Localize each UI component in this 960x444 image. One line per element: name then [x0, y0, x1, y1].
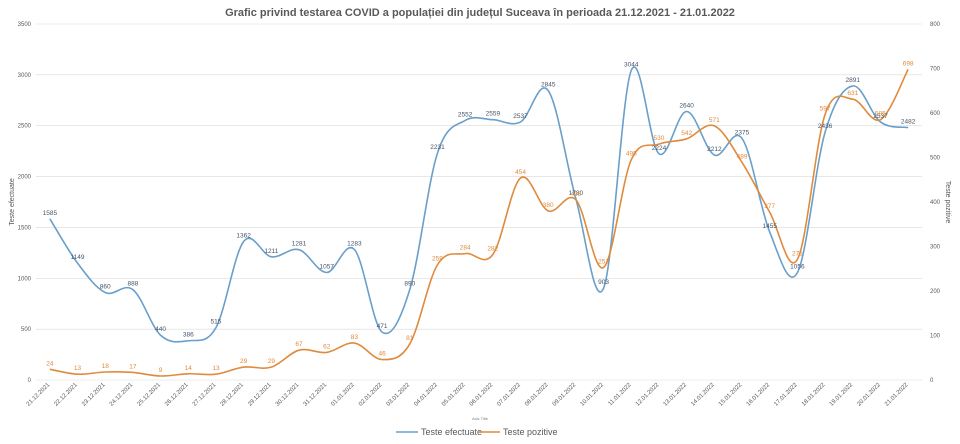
- x-axis-title: Axis Title: [472, 416, 489, 421]
- data-label-teste-pozitive: 81: [406, 335, 414, 342]
- data-label-teste-efectuate: 860: [100, 284, 111, 291]
- y-tick-label: 3000: [18, 73, 32, 79]
- data-label-teste-efectuate: 2552: [458, 111, 473, 118]
- y2-tick-label: 600: [930, 111, 941, 117]
- data-label-teste-pozitive: 259: [432, 256, 443, 263]
- data-label-teste-efectuate: 515: [211, 319, 222, 326]
- data-label-teste-efectuate: 890: [404, 280, 415, 287]
- data-label-teste-efectuate: 1281: [292, 241, 307, 248]
- data-label-teste-efectuate: 2845: [541, 82, 556, 89]
- data-label-teste-pozitive: 46: [378, 351, 386, 358]
- data-label-teste-efectuate: 386: [183, 332, 194, 339]
- y-tick-label: 1000: [18, 276, 32, 282]
- data-label-teste-efectuate: 1211: [264, 248, 278, 255]
- data-label-teste-efectuate: 2537: [513, 113, 528, 120]
- y-axis-title: Teste efectuate: [9, 178, 16, 226]
- data-label-teste-pozitive: 377: [764, 203, 775, 210]
- data-label-teste-efectuate: 1780: [569, 190, 584, 197]
- data-label-teste-pozitive: 495: [626, 151, 637, 158]
- y2-tick-label: 0: [930, 378, 934, 384]
- y2-tick-label: 300: [930, 245, 941, 251]
- y-tick-label: 500: [21, 327, 32, 333]
- y-tick-label: 2500: [18, 124, 32, 130]
- y-tick-label: 0: [28, 378, 32, 384]
- data-label-teste-pozitive: 29: [268, 358, 276, 365]
- data-label-teste-pozitive: 454: [515, 169, 526, 176]
- y2-tick-label: 200: [930, 289, 941, 295]
- y2-tick-label: 500: [930, 156, 941, 162]
- data-label-teste-pozitive: 698: [903, 60, 914, 67]
- data-label-teste-pozitive: 631: [847, 90, 858, 97]
- data-label-teste-pozitive: 9: [159, 367, 163, 374]
- data-label-teste-efectuate: 903: [598, 279, 609, 286]
- series-line-teste-pozitive: [49, 69, 909, 377]
- y-tick-label: 3500: [18, 22, 32, 28]
- series-lines: [49, 66, 909, 377]
- data-label-teste-pozitive: 83: [351, 334, 359, 341]
- data-label-teste-pozitive: 530: [654, 135, 665, 142]
- data-label-teste-pozitive: 62: [323, 343, 331, 350]
- data-label-teste-pozitive: 282: [487, 246, 498, 253]
- y2-tick-label: 700: [930, 67, 941, 73]
- y2-tick-label: 400: [930, 200, 941, 206]
- y-axis-ticks: 0 500 1000 1500 2000 2500 3000 3500: [18, 22, 32, 384]
- data-label-teste-efectuate: 2212: [707, 146, 722, 153]
- data-label-teste-efectuate: 1283: [347, 241, 362, 248]
- data-label-teste-pozitive: 67: [295, 341, 303, 348]
- y-tick-label: 1500: [18, 225, 32, 231]
- data-label-teste-efectuate: 1362: [236, 232, 251, 239]
- data-label-teste-efectuate: 2375: [735, 129, 750, 136]
- data-label-teste-efectuate: 2436: [818, 123, 833, 130]
- data-label-teste-pozitive: 585: [875, 111, 886, 118]
- data-label-teste-pozitive: 597: [820, 105, 831, 112]
- data-label-teste-pozitive: 271: [792, 250, 803, 257]
- data-label-teste-efectuate: 3044: [624, 61, 639, 68]
- data-label-teste-pozitive: 284: [460, 245, 471, 252]
- data-label-teste-pozitive: 18: [102, 363, 110, 370]
- y-tick-label: 2000: [18, 175, 32, 181]
- data-label-teste-efectuate: 1455: [762, 223, 777, 230]
- data-label-teste-pozitive: 253: [598, 258, 609, 265]
- data-label-teste-pozitive: 489: [737, 153, 748, 160]
- y2-axis-title: Teste pozitive: [944, 181, 951, 224]
- data-label-teste-efectuate: 2537: [873, 113, 888, 120]
- data-label-teste-efectuate: 2482: [901, 119, 916, 126]
- series-line-teste-efectuate: [49, 66, 909, 343]
- data-label-teste-efectuate: 1585: [43, 210, 58, 217]
- data-label-teste-pozitive: 405: [570, 191, 581, 198]
- data-label-teste-pozitive: 571: [709, 117, 720, 124]
- data-label-teste-efectuate: 2231: [430, 144, 445, 151]
- gridlines: [36, 23, 922, 381]
- data-label-teste-efectuate: 1056: [790, 264, 805, 271]
- data-label-teste-efectuate: 2891: [846, 77, 861, 84]
- data-label-teste-pozitive: 24: [46, 360, 54, 367]
- data-label-teste-efectuate: 440: [155, 326, 166, 333]
- data-label-teste-pozitive: 380: [543, 202, 554, 209]
- data-label-teste-efectuate: 1057: [319, 263, 334, 270]
- y2-tick-label: 100: [930, 334, 941, 340]
- y2-tick-label: 800: [930, 22, 941, 28]
- data-label-teste-pozitive: 13: [74, 365, 82, 372]
- legend: Teste efectuate Teste pozitive: [396, 427, 558, 437]
- data-label-teste-pozitive: 13: [212, 365, 220, 372]
- data-label-teste-efectuate: 2559: [486, 111, 501, 118]
- data-label-teste-efectuate: 1149: [71, 254, 85, 261]
- chart-title: Grafic privind testarea COVID a populați…: [225, 7, 735, 19]
- data-label-teste-pozitive: 542: [681, 130, 692, 137]
- data-label-teste-efectuate: 888: [127, 281, 138, 288]
- legend-label-teste-efectuate: Teste efectuate: [421, 427, 482, 437]
- y2-axis-ticks: 0 100 200 300 400 500 600 700 800: [930, 22, 941, 384]
- data-label-teste-pozitive: 29: [240, 358, 248, 365]
- data-label-teste-efectuate: 2224: [652, 145, 667, 152]
- data-label-teste-efectuate: 471: [377, 323, 388, 330]
- data-label-teste-pozitive: 14: [185, 365, 193, 372]
- legend-label-teste-pozitive: Teste pozitive: [503, 427, 558, 437]
- data-label-teste-efectuate: 2640: [679, 102, 694, 109]
- data-label-teste-pozitive: 17: [129, 363, 137, 370]
